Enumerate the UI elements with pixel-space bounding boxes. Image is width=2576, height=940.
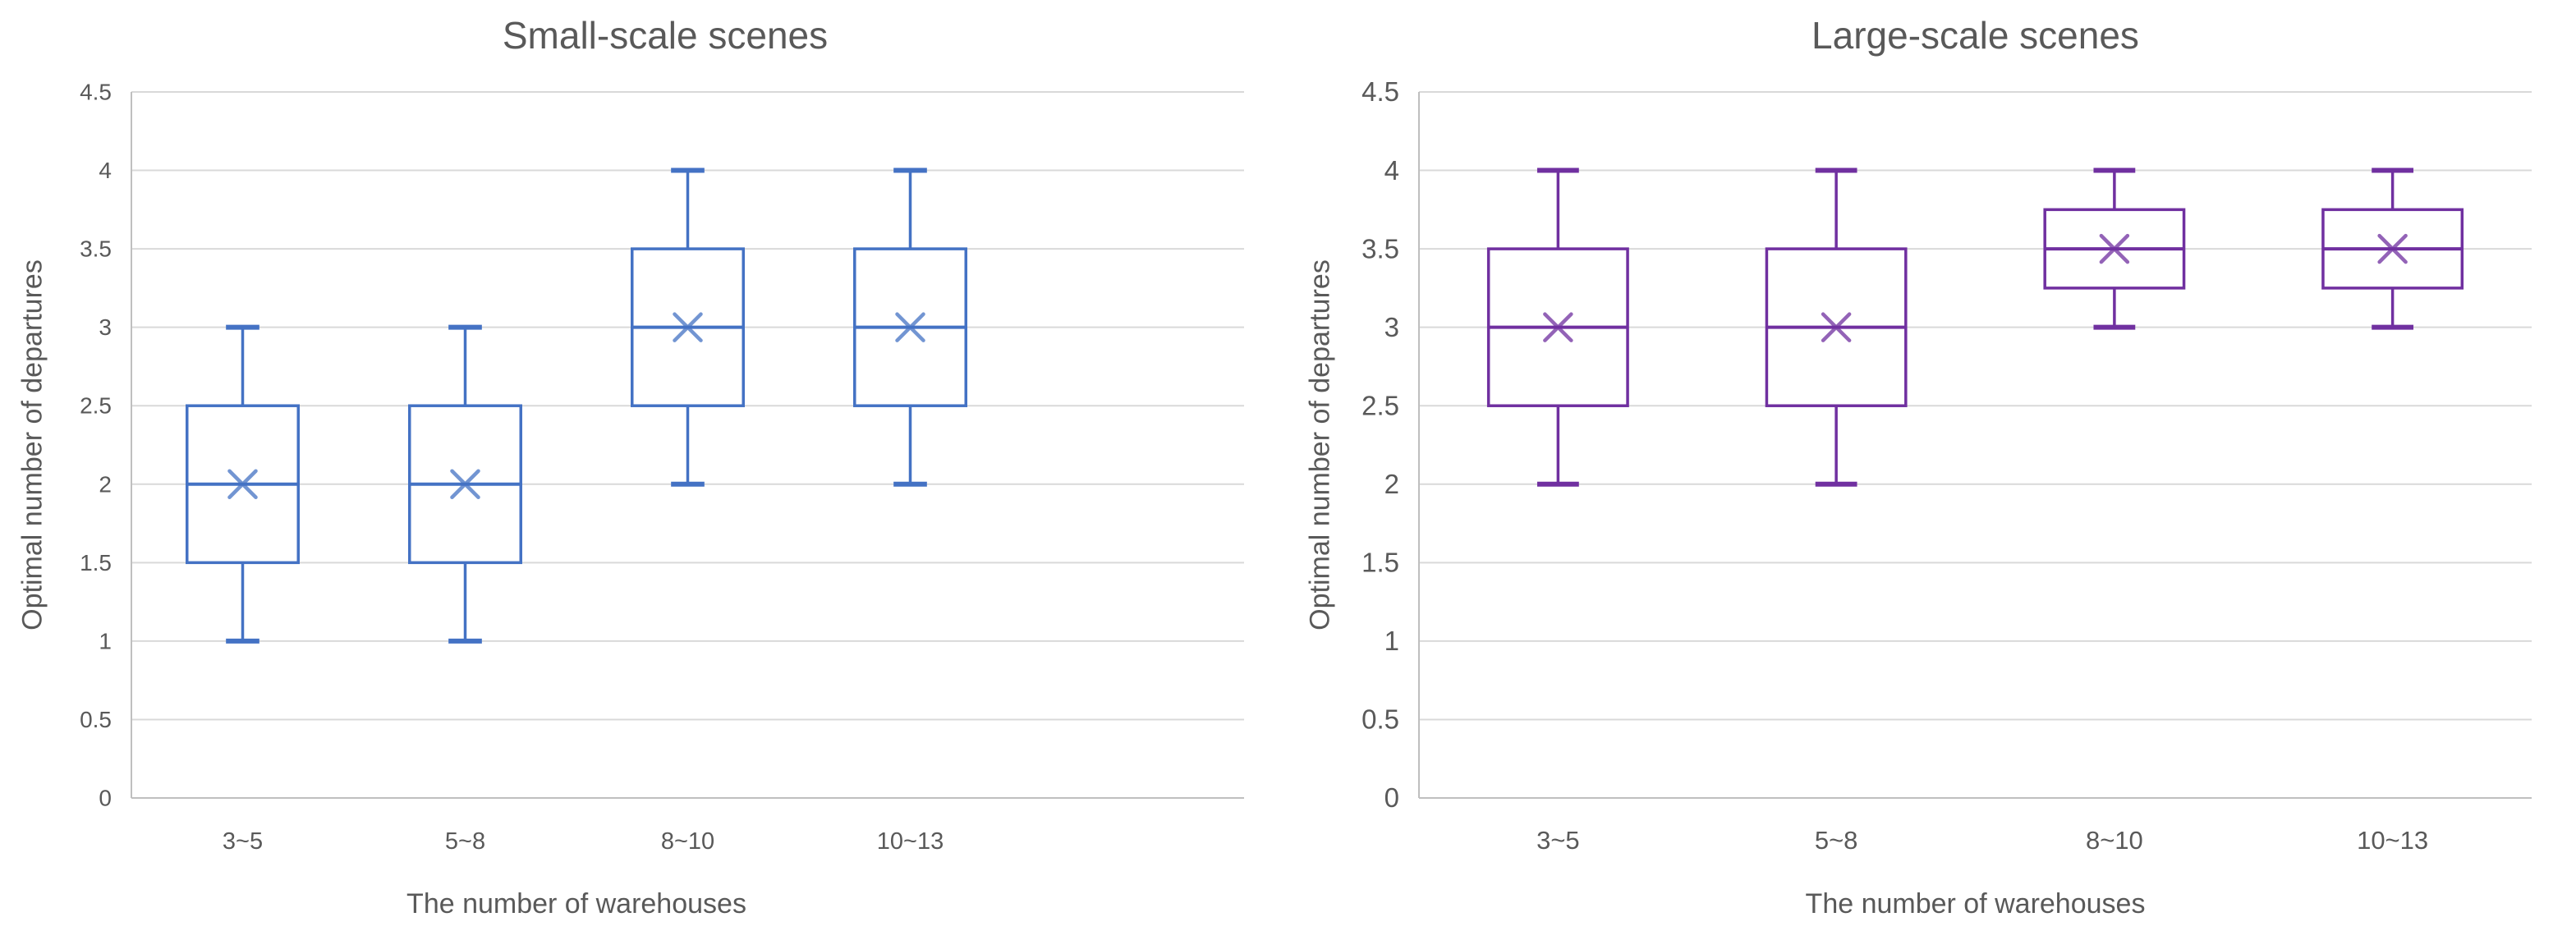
- x-tick-label: 8~10: [2086, 826, 2143, 855]
- mean-marker: [895, 312, 925, 342]
- x-axis-title: The number of warehouses: [1805, 888, 2146, 919]
- x-tick-label: 10~13: [877, 828, 944, 855]
- box-plot-8~10: [631, 167, 745, 487]
- y-tick-label: 3: [99, 314, 112, 340]
- x-axis-title: The number of warehouses: [406, 888, 746, 919]
- box-plot-10~13: [2321, 167, 2464, 330]
- box-plot-3~5: [186, 324, 300, 644]
- y-tick-label: 4: [1384, 155, 1399, 186]
- mean-marker: [450, 469, 480, 500]
- box-plot-3~5: [1486, 167, 1629, 487]
- mean-marker: [227, 469, 258, 500]
- y-tick-label: 4: [99, 158, 112, 183]
- y-tick-label: 3.5: [1361, 233, 1399, 264]
- y-tick-label: 2: [1384, 469, 1399, 499]
- chart-small-scale-scenes: Small-scale scenes Optimal number of dep…: [17, 14, 1244, 919]
- box-plot-5~8: [1765, 167, 1908, 487]
- y-tick-label: 1: [99, 628, 112, 653]
- mean-marker: [673, 312, 703, 342]
- x-tick-label: 3~5: [223, 828, 263, 855]
- y-tick-label: 2: [99, 471, 112, 497]
- y-tick-label: 1.5: [80, 550, 112, 575]
- box-plot-8~10: [2043, 167, 2186, 330]
- y-tick-label: 1.5: [1361, 548, 1399, 578]
- y-tick-label: 0.5: [1361, 704, 1399, 735]
- x-tick-label: 10~13: [2357, 826, 2428, 855]
- box-plot-10~13: [853, 167, 967, 487]
- mean-marker: [2377, 233, 2408, 264]
- x-tick-label: 5~8: [1815, 826, 1858, 855]
- y-tick-labels: 0 0.5 1 1.5 2 2.5 3 3.5 4 4.5: [80, 80, 112, 811]
- chart-title: Large-scale scenes: [1811, 14, 2139, 57]
- mean-marker: [2099, 233, 2130, 264]
- x-tick-label: 3~5: [1536, 826, 1580, 855]
- x-tick-label: 5~8: [445, 828, 485, 855]
- y-tick-label: 1: [1384, 626, 1399, 656]
- boxplot-canvas: 0 0.5 1 1.5 2 2.5 3 3.5 4 4.5 3~5 5~8 8~10 10~13: [80, 80, 1244, 855]
- y-tick-label: 3: [1384, 312, 1399, 342]
- y-tick-label: 4.5: [80, 80, 112, 105]
- y-tick-label: 0: [1384, 782, 1399, 813]
- mean-marker: [1821, 312, 1852, 342]
- y-tick-label: 3.5: [80, 236, 112, 262]
- y-tick-label: 2.5: [80, 393, 112, 419]
- y-tick-label: 2.5: [1361, 390, 1399, 420]
- mean-marker: [1543, 312, 1573, 342]
- y-tick-label: 0.5: [80, 707, 112, 732]
- y-tick-labels: 0 0.5 1 1.5 2 2.5 3 3.5 4 4.5: [1361, 76, 1399, 813]
- x-tick-label: 8~10: [661, 828, 714, 855]
- y-tick-label: 4.5: [1361, 76, 1399, 107]
- chart-large-scale-scenes: Large-scale scenes Optimal number of dep…: [1288, 0, 2575, 940]
- box-plot-5~8: [408, 324, 522, 644]
- boxplot-canvas: 0 0.5 1 1.5 2 2.5 3 3.5 4 4.5 3~5 5~8 8~10 10~13: [1361, 76, 2532, 855]
- y-tick-label: 0: [99, 786, 112, 811]
- chart-title: Small-scale scenes: [502, 14, 829, 57]
